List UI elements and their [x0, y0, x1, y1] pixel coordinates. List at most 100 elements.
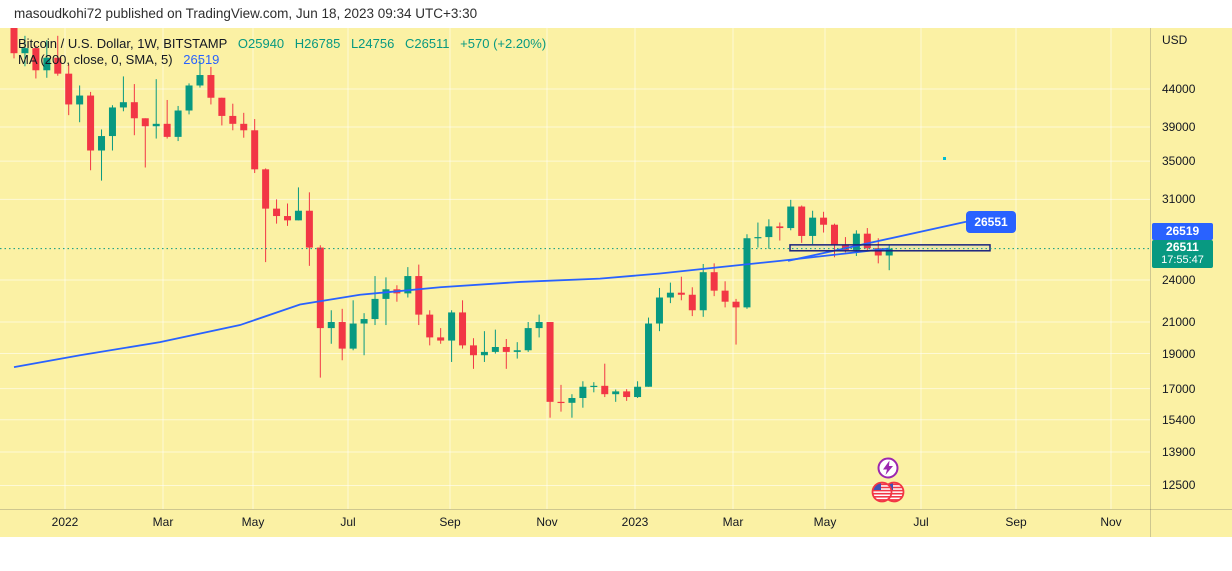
time-tick-May[interactable]: May — [241, 515, 265, 529]
attribution-text: masoudkohi72 published on TradingView.co… — [14, 6, 478, 21]
us-flag-event-icon[interactable] — [871, 481, 905, 503]
candle-2023-01-30 — [677, 292, 685, 295]
price-tick-17000[interactable]: 17000 — [1162, 381, 1196, 396]
bar-countdown: 17:55:47 — [1161, 254, 1204, 266]
candle-2022-11-07 — [546, 322, 554, 402]
time-tick-Sep[interactable]: Sep — [1005, 515, 1027, 529]
flash-event-icon[interactable] — [877, 457, 899, 479]
candle-2022-11-14 — [557, 401, 565, 404]
time-tick-Sep[interactable]: Sep — [439, 515, 461, 529]
candle-2022-09-26 — [480, 351, 488, 356]
candle-2022-10-03 — [491, 346, 499, 352]
ohlc-high: H26785 — [294, 36, 341, 51]
candle-2023-05-01 — [820, 217, 828, 225]
candle-2021-12-13 — [32, 48, 40, 71]
price-tick-44000[interactable]: 44000 — [1162, 82, 1196, 97]
candle-2022-01-03 — [65, 73, 73, 105]
candle-2021-12-20 — [43, 57, 51, 71]
price-tick-12500[interactable]: 12500 — [1162, 478, 1196, 493]
time-tick-Mar[interactable]: Mar — [152, 515, 174, 529]
candle-2022-12-05 — [590, 385, 598, 388]
candle-2022-02-21 — [141, 118, 149, 127]
candle-2022-07-04 — [349, 323, 357, 349]
candle-2022-04-25 — [240, 123, 248, 131]
candle-2022-09-05 — [448, 312, 456, 341]
candle-2022-01-24 — [98, 136, 106, 151]
price-tick-19000[interactable]: 19000 — [1162, 346, 1196, 361]
price-tick-13900[interactable]: 13900 — [1162, 445, 1196, 459]
candle-2022-03-28 — [196, 75, 204, 86]
candle-2022-10-17 — [513, 350, 521, 352]
candle-2022-10-31 — [535, 322, 543, 329]
candle-2023-04-10 — [787, 206, 795, 229]
rectangle-drawing — [789, 244, 991, 252]
price-tick-39000[interactable]: 39000 — [1162, 120, 1196, 135]
price-tick-21000[interactable]: 21000 — [1162, 315, 1196, 330]
candle-2022-11-28 — [579, 386, 587, 398]
ohlc-close: C26511 — [404, 36, 450, 51]
time-tick-Jul[interactable]: Jul — [340, 515, 356, 529]
symbol-title[interactable]: Bitcoin / U.S. Dollar, 1W, BITSTAMP — [18, 36, 228, 51]
currency-label: USD — [1162, 33, 1188, 47]
time-tick-Nov[interactable]: Nov — [1100, 515, 1122, 529]
candle-2023-01-16 — [655, 297, 663, 324]
candle-2023-06-12 — [885, 248, 893, 256]
candle-2022-04-04 — [207, 75, 215, 98]
candle-2022-01-10 — [76, 95, 84, 105]
candle-2022-05-16 — [273, 208, 281, 217]
candle-2022-05-02 — [251, 130, 259, 170]
candle-2022-08-08 — [404, 276, 412, 294]
ma200-line — [13, 247, 890, 368]
time-tick-Nov[interactable]: Nov — [536, 515, 558, 529]
time-tick-May[interactable]: May — [813, 515, 837, 529]
candle-2022-07-11 — [360, 319, 368, 324]
trend-line — [787, 220, 967, 262]
candle-2022-01-17 — [87, 95, 95, 151]
candle-2022-05-30 — [294, 210, 302, 221]
candle-2022-03-21 — [185, 85, 193, 111]
candle-2022-08-22 — [426, 314, 434, 338]
candle-2021-12-06 — [21, 48, 29, 54]
candle-2023-02-20 — [710, 272, 718, 291]
price-tick-24000[interactable]: 24000 — [1162, 272, 1196, 287]
ohlc-open: O25940 — [237, 36, 285, 51]
candle-2022-10-24 — [524, 328, 532, 351]
price-axis-border — [1150, 28, 1151, 537]
ohlc-low: L24756 — [350, 36, 395, 51]
candle-2021-12-27 — [54, 57, 62, 74]
price-tick-15400[interactable]: 15400 — [1162, 412, 1196, 427]
candle-2022-06-06 — [305, 210, 313, 248]
candle-2022-06-27 — [338, 322, 346, 349]
candle-2023-05-22 — [852, 233, 860, 250]
last-price-badge: 26511 17:55:47 — [1152, 240, 1213, 268]
price-tick-35000[interactable]: 35000 — [1162, 154, 1196, 169]
candle-2022-10-10 — [502, 346, 510, 352]
trendline-price-label[interactable]: 26551 — [966, 211, 1016, 233]
ohlc-change: +570 (+2.20%) — [460, 36, 547, 51]
candle-2022-05-09 — [262, 169, 270, 209]
ma-title[interactable]: MA (200, close, 0, SMA, 5) — [18, 52, 173, 67]
time-tick-Jul[interactable]: Jul — [913, 515, 929, 529]
time-tick-Mar[interactable]: Mar — [722, 515, 744, 529]
time-axis-border — [0, 509, 1232, 510]
candle-2023-01-23 — [666, 292, 674, 298]
candle-2023-03-13 — [743, 238, 751, 308]
ma-price-badge: 26519 — [1152, 223, 1213, 240]
candle-2022-12-12 — [601, 385, 609, 395]
time-tick-2023[interactable]: 2023 — [621, 515, 649, 529]
candle-2023-02-27 — [721, 290, 729, 302]
attribution-bar: masoudkohi72 published on TradingView.co… — [0, 0, 1232, 28]
price-tick-31000[interactable]: 31000 — [1162, 192, 1196, 207]
candle-2021-11-29 — [10, 28, 18, 54]
footer-bar: TradingView — [0, 537, 1232, 571]
candle-2023-06-05 — [874, 248, 882, 256]
candle-2023-02-06 — [688, 294, 696, 311]
ma-legend-row[interactable]: MA (200, close, 0, SMA, 5) 26519 — [18, 52, 219, 67]
candle-2022-04-11 — [218, 97, 226, 116]
candle-2023-03-27 — [765, 226, 773, 238]
candle-2022-08-29 — [437, 337, 445, 341]
time-tick-2022[interactable]: 2022 — [51, 515, 79, 529]
chart-legend-row[interactable]: Bitcoin / U.S. Dollar, 1W, BITSTAMP O259… — [18, 36, 546, 51]
candle-2022-11-21 — [568, 397, 576, 403]
